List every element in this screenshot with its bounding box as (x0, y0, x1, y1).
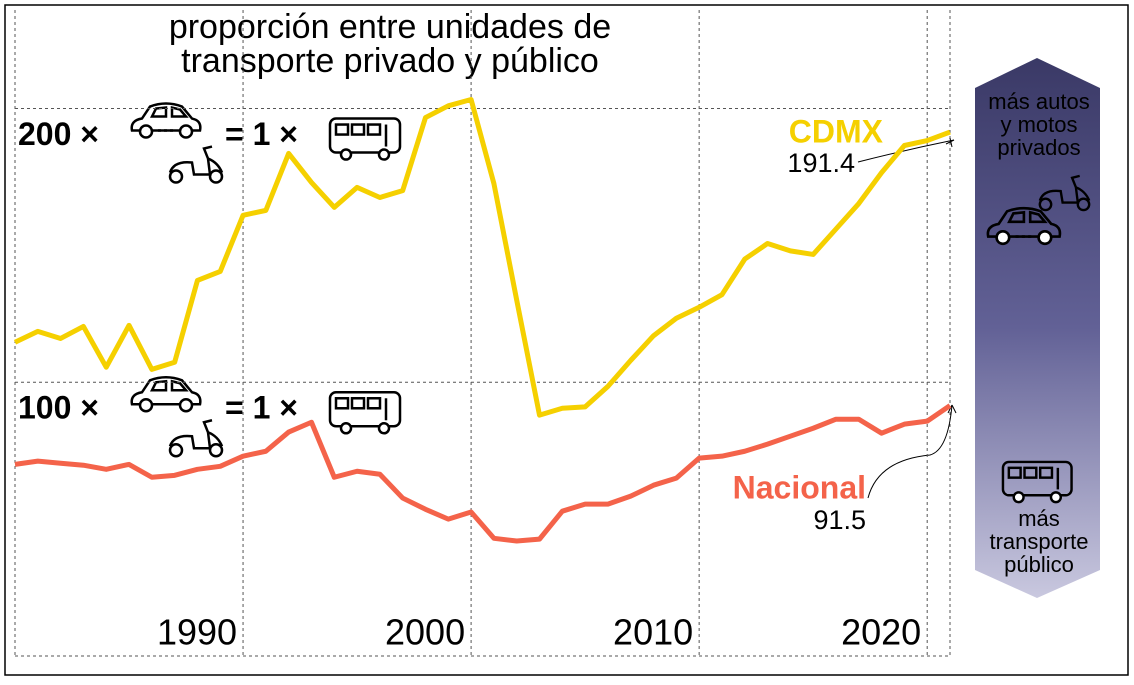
scale-bottom-label: público (1004, 552, 1074, 577)
y-tick-label: 200 × (18, 116, 99, 152)
series-line (13, 97, 951, 418)
bus-icon (328, 117, 402, 161)
scale-top-label: más autos (988, 89, 1090, 114)
series-line (14, 403, 952, 544)
series-name: Nacional (733, 469, 866, 505)
bus-icon (328, 391, 402, 435)
chart-title: proporción entre unidades de (169, 8, 611, 46)
x-tick-label: 2010 (613, 612, 693, 653)
arrowhead (945, 137, 955, 148)
y-tick-label: 100 × (18, 390, 99, 426)
scooter-icon (168, 145, 224, 184)
x-tick-label: 2020 (841, 612, 921, 653)
y-tick-suffix: = 1 × (225, 116, 298, 152)
end-value-label: 191.4 (787, 148, 855, 178)
scale-bottom-label: más (1018, 506, 1060, 531)
y-tick-suffix: = 1 × (225, 390, 298, 426)
scooter-icon (168, 419, 224, 458)
series-name: CDMX (789, 113, 884, 149)
scale-top-label: y motos (1000, 112, 1077, 137)
x-tick-label: 2000 (385, 612, 465, 653)
x-tick-label: 1990 (157, 612, 237, 653)
scale-bottom-label: transporte (989, 529, 1088, 554)
frame (4, 4, 1129, 676)
chart-subtitle: transporte privado y público (181, 42, 599, 80)
nacional-pointer (867, 404, 953, 499)
cdmx-pointer (857, 139, 955, 163)
scale-top-label: privados (997, 135, 1080, 160)
arrowhead (947, 404, 957, 414)
end-value-label: 91.5 (813, 505, 866, 535)
